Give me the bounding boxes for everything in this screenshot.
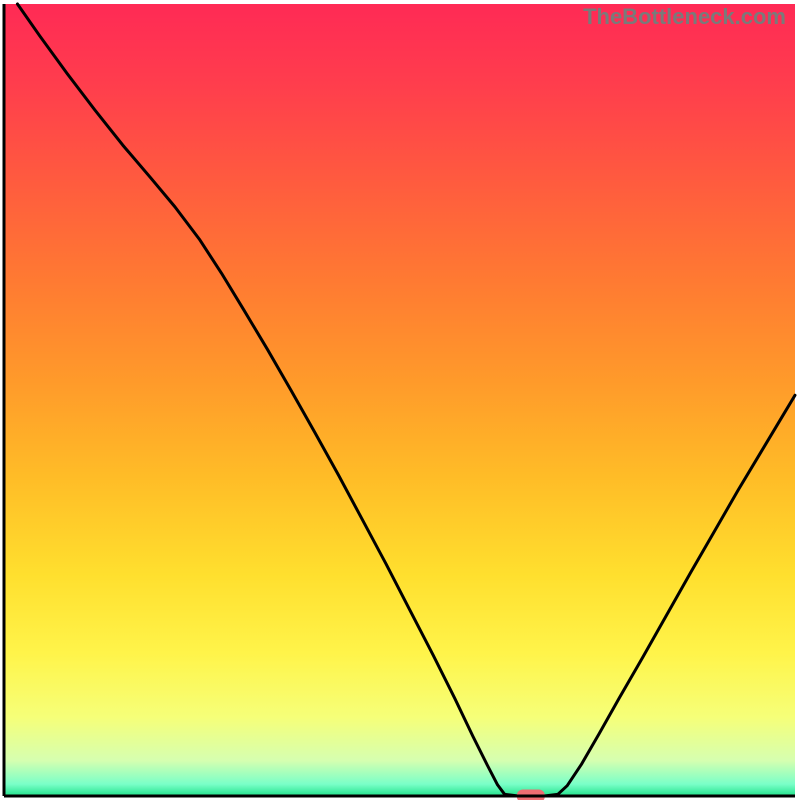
gradient-background	[4, 4, 795, 796]
bottleneck-chart: TheBottleneck.com	[0, 0, 800, 800]
chart-svg	[0, 0, 800, 800]
